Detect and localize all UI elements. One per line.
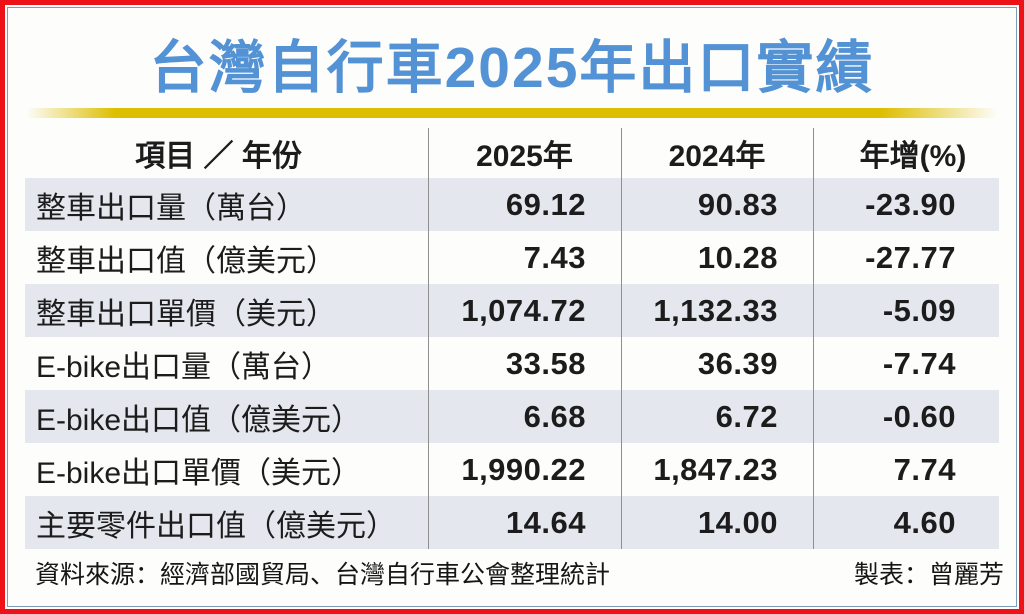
value-2024: 90.83 bbox=[697, 186, 778, 222]
table-row: E-bike出口量（萬台） 33.58 36.39 -7.74 bbox=[9, 337, 1015, 390]
export-table: 項目 ／ 年份 2025年 2024年 年增(%) 整車出口量（萬台） 69.1… bbox=[9, 128, 1015, 549]
header-cell-item-year: 項目 ／ 年份 bbox=[135, 140, 302, 173]
header-cell-yoy: 年增(%) bbox=[859, 140, 967, 173]
row-label: 整車出口值（億美元） bbox=[36, 244, 336, 278]
row-label: E-bike出口值（億美元） bbox=[36, 403, 362, 437]
page-title: 台灣自行車2025年出口實績 bbox=[149, 36, 875, 100]
value-yoy: -7.74 bbox=[882, 345, 956, 381]
column-divider bbox=[621, 128, 622, 549]
row-label: 主要零件出口值（億美元） bbox=[36, 509, 396, 543]
value-2025: 7.43 bbox=[523, 239, 586, 275]
value-yoy: -5.09 bbox=[882, 292, 956, 328]
header-cell-2025: 2025年 bbox=[476, 140, 573, 173]
value-yoy: 7.74 bbox=[893, 451, 956, 487]
header-cell-2024: 2024年 bbox=[668, 140, 766, 173]
value-yoy: 4.60 bbox=[893, 504, 956, 540]
value-yoy: -0.60 bbox=[882, 398, 956, 434]
footer: 資料來源：經濟部國貿局、台灣自行車公會整理統計 製表：曾麗芳 bbox=[35, 555, 1004, 591]
value-2024: 10.28 bbox=[697, 239, 778, 275]
value-yoy: -27.77 bbox=[865, 239, 956, 275]
table-row: E-bike出口單價（美元） 1,990.22 1,847.23 7.74 bbox=[9, 443, 1015, 496]
value-2024: 1,847.23 bbox=[653, 451, 778, 487]
table-row: E-bike出口值（億美元） 6.68 6.72 -0.60 bbox=[9, 390, 1015, 443]
credit-note: 製表：曾麗芳 bbox=[853, 561, 1004, 589]
row-label: 整車出口單價（美元） bbox=[36, 297, 336, 331]
value-2024: 14.00 bbox=[697, 504, 778, 540]
table-header-row: 項目 ／ 年份 2025年 2024年 年增(%) bbox=[9, 128, 1015, 178]
row-label: 整車出口量（萬台） bbox=[36, 191, 306, 225]
table-row: 整車出口值（億美元） 7.43 10.28 -27.77 bbox=[9, 231, 1015, 284]
value-2024: 1,132.33 bbox=[653, 292, 778, 328]
value-2024: 36.39 bbox=[697, 345, 778, 381]
table-row: 整車出口量（萬台） 69.12 90.83 -23.90 bbox=[9, 178, 1015, 231]
column-divider bbox=[813, 128, 814, 549]
row-label: E-bike出口量（萬台） bbox=[36, 350, 332, 384]
value-2025: 33.58 bbox=[505, 345, 586, 381]
value-2025: 14.64 bbox=[505, 504, 586, 540]
source-note: 資料來源：經濟部國貿局、台灣自行車公會整理統計 bbox=[35, 561, 611, 589]
value-2025: 1,074.72 bbox=[461, 292, 586, 328]
value-2024: 6.72 bbox=[715, 398, 778, 434]
content-area: 台灣自行車2025年出口實績 項目 ／ 年份 2025年 2024年 年增(%)… bbox=[7, 7, 1017, 607]
table-row: 整車出口單價（美元） 1,074.72 1,132.33 -5.09 bbox=[9, 284, 1015, 337]
value-2025: 6.68 bbox=[523, 398, 586, 434]
value-2025: 1,990.22 bbox=[461, 451, 586, 487]
title-divider-bar bbox=[26, 108, 998, 118]
column-divider bbox=[428, 128, 429, 549]
table-row: 主要零件出口值（億美元） 14.64 14.00 4.60 bbox=[9, 496, 1015, 549]
value-2025: 69.12 bbox=[505, 186, 586, 222]
value-yoy: -23.90 bbox=[865, 186, 956, 222]
row-label: E-bike出口單價（美元） bbox=[36, 456, 362, 490]
